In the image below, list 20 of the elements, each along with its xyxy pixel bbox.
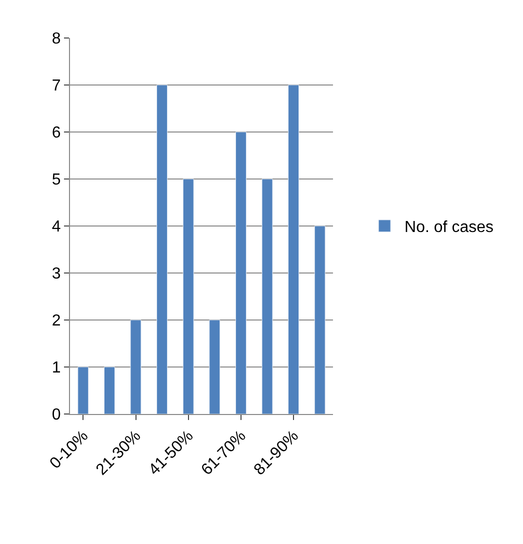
y-tick-label: 8 [52,30,61,48]
bar [156,84,168,414]
y-tick-label: 6 [52,124,61,142]
y-tick-label: 0 [52,406,61,424]
bar [104,366,115,414]
bar [235,132,246,414]
bar [262,178,273,414]
y-tick-label: 4 [52,218,61,236]
bar [78,366,89,414]
legend-label: No. of cases [404,219,494,236]
bar [182,178,194,414]
bar [209,320,220,414]
y-tick-label: 2 [52,312,61,330]
bar [288,84,300,414]
y-tick-label: 5 [52,172,61,189]
bar [314,226,326,414]
bar [130,320,142,414]
y-tick-label: 7 [52,78,61,95]
y-tick-label: 3 [52,266,61,283]
y-tick-label: 1 [52,360,61,377]
